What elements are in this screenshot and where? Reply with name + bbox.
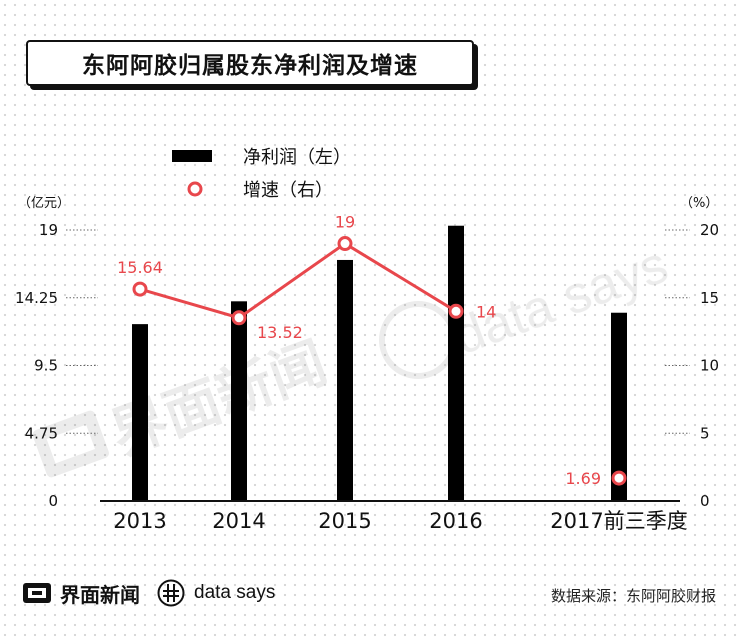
category-label: 2015 — [318, 509, 371, 533]
footer-brand: 界面新闻 data says — [22, 578, 275, 608]
left-tick-label: 0 — [48, 492, 58, 510]
right-axis: 20 15 10 5 0 — [665, 221, 719, 510]
bar-2015 — [337, 259, 353, 501]
right-tick-label: 5 — [700, 424, 710, 442]
growth-point — [611, 470, 627, 486]
legend-line-label: 增速（右） — [243, 180, 333, 201]
growth-data-label: 15.64 — [117, 258, 163, 277]
category-label: 2014 — [212, 509, 265, 533]
chart-title: 东阿阿胶归属股东净利润及增速 — [82, 53, 418, 79]
left-tick-label: 4.75 — [25, 424, 58, 442]
bar-2017前三季度 — [611, 312, 627, 501]
growth-line — [139, 241, 457, 320]
category-label: 2016 — [429, 509, 482, 533]
legend-line-swatch — [187, 181, 203, 197]
title-box: 东阿阿胶归属股东净利润及增速 — [26, 40, 474, 86]
left-tick-label: 14.25 — [15, 289, 58, 307]
left-tick-label: 9.5 — [34, 357, 58, 375]
right-tick-label: 20 — [700, 221, 719, 239]
legend-bar-swatch — [172, 150, 212, 162]
data-says-text: data says — [194, 582, 276, 603]
left-axis-unit: （亿元） — [18, 196, 70, 211]
right-axis-unit: （%） — [680, 196, 718, 211]
growth-line-group: 15.64 13.52 19 14 1.69 — [117, 213, 627, 488]
legend-bar-label: 净利润（左） — [243, 147, 351, 168]
bar-2014 — [231, 301, 247, 501]
growth-point — [448, 303, 464, 319]
growth-data-label: 19 — [335, 213, 355, 232]
bars-group — [132, 225, 627, 501]
growth-data-label: 13.52 — [257, 323, 303, 342]
source-note: 数据来源：东阿阿胶财报 — [550, 587, 716, 605]
growth-point — [231, 310, 247, 326]
growth-data-label: 1.69 — [565, 469, 601, 488]
category-label: 2013 — [113, 509, 166, 533]
growth-point — [132, 281, 148, 297]
left-tick-label: 19 — [39, 221, 58, 239]
category-label: 2017前三季度 — [550, 509, 687, 533]
left-axis: 19 14.25 9.5 4.75 0 — [15, 221, 98, 510]
watermark-data-says: data says — [446, 236, 675, 367]
data-says-logo-icon — [157, 579, 185, 607]
growth-data-label: 14 — [476, 302, 496, 321]
right-tick-label: 0 — [700, 492, 710, 510]
right-tick-label: 15 — [700, 289, 719, 307]
brand-logo-icon — [23, 583, 51, 603]
bar-2013 — [132, 324, 148, 501]
growth-point — [337, 236, 353, 252]
bar-2016 — [448, 225, 464, 501]
watermark-ds-icon — [379, 301, 457, 379]
brand-name: 界面新闻 — [60, 582, 140, 607]
category-labels: 2013 2014 2015 2016 2017前三季度 — [113, 509, 687, 533]
watermark-logo-icon — [32, 410, 109, 478]
right-tick-label: 10 — [700, 357, 719, 375]
